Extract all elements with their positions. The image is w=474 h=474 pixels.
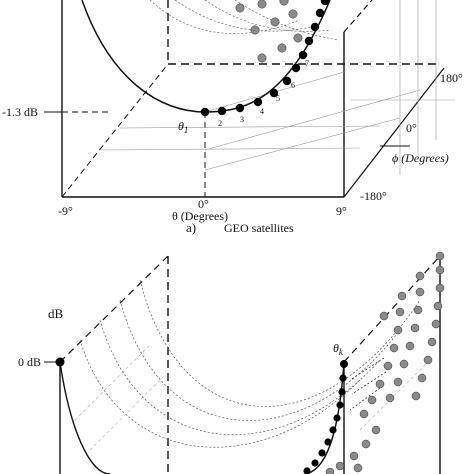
top-phi-zero-label: 0° <box>406 121 417 135</box>
top-panel: 2 3 4 5 6 7 θ1 -1.3 dB -9° 0° 9° θ (Degr… <box>2 0 463 235</box>
bottom-surface-curves <box>79 279 421 448</box>
top-theta-marker: θ1 <box>178 119 188 135</box>
top-floor-guides <box>99 0 455 175</box>
bottom-guide-lines <box>74 344 431 451</box>
bottom-left-diagonal <box>59 255 169 363</box>
point-label-6: 6 <box>291 81 295 90</box>
caption-text: GEO satellites <box>224 221 294 235</box>
bottom-arrows <box>349 357 387 411</box>
bottom-y-unit: dB <box>48 306 64 321</box>
top-surface-curves <box>149 0 339 41</box>
top-x-max-label: 9° <box>336 204 347 218</box>
top-phi-bottom-label: -180° <box>360 189 387 203</box>
point-label-7: 7 <box>305 59 309 68</box>
top-gray-markers <box>235 0 303 63</box>
top-floor-left-diagonal <box>61 63 169 198</box>
caption-letter: a) <box>186 220 196 235</box>
bottom-panel: dB 0 dB θk <box>18 251 445 474</box>
bottom-gray-markers <box>325 251 445 474</box>
point-label-4: 4 <box>260 107 264 116</box>
point-label-3: 3 <box>240 115 244 124</box>
top-x-zero-label: 0° <box>198 197 209 211</box>
top-phi-axis <box>343 67 445 198</box>
bottom-main-curve <box>59 361 345 474</box>
top-x-axis-label: θ (Degrees) <box>172 209 228 223</box>
top-point-labels: 2 3 4 5 6 7 <box>218 59 309 128</box>
point-label-5: 5 <box>276 94 280 103</box>
bottom-zero-db-marker <box>55 357 65 367</box>
top-phi-axis-label: ϕ (Degrees) <box>392 151 449 165</box>
top-y-tick-label: -1.3 dB <box>2 105 38 119</box>
top-phi-top-label: 180° <box>440 71 463 85</box>
top-right-upper-edge <box>343 0 373 33</box>
point-label-2: 2 <box>218 119 222 128</box>
bottom-black-markers <box>303 360 348 474</box>
top-x-min-label: -9° <box>58 204 73 218</box>
bottom-y-tick-label: 0 dB <box>18 355 41 369</box>
top-black-markers <box>200 0 330 117</box>
bottom-theta-marker: θk <box>333 341 344 357</box>
